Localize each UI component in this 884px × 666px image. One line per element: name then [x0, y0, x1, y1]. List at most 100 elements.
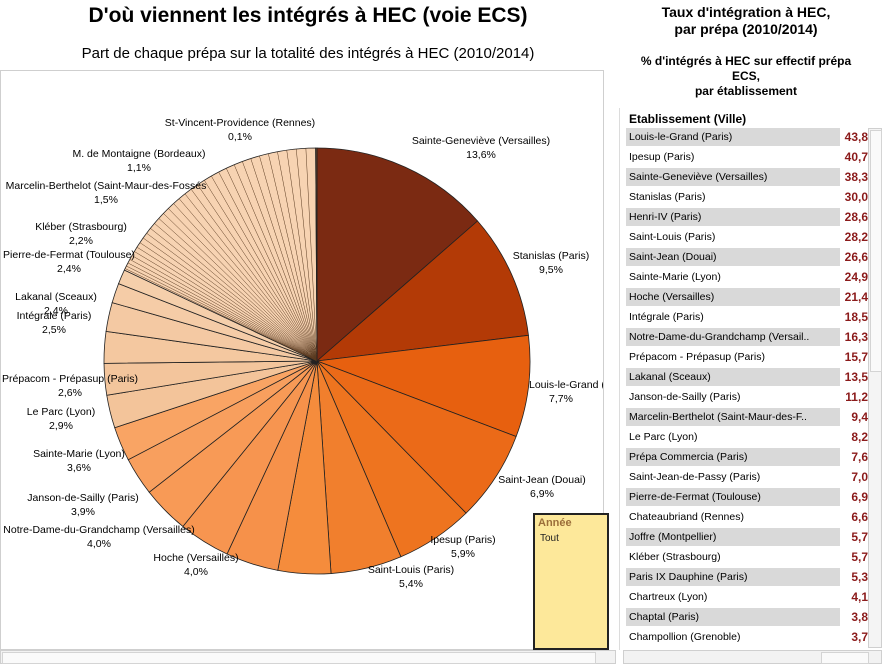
pie-slice-st-vincent-providence-rennes[interactable] [315, 147, 318, 362]
divider [619, 108, 620, 650]
establishment-name: Ipesup (Paris) [629, 151, 695, 163]
table-row[interactable]: Prépa Commercia (Paris) 7,6 [626, 448, 868, 468]
pie-slice-autres[interactable] [123, 147, 318, 362]
pie-slice-divider [127, 262, 318, 362]
table-row[interactable]: Saint-Jean-de-Passy (Paris) 7,0 [626, 468, 868, 488]
table-row[interactable]: Saint-Louis (Paris) 28,2 [626, 228, 868, 248]
pie-slice-divider [305, 148, 318, 362]
pie-slice-divider [142, 237, 318, 362]
integration-rate: 8,2 [851, 430, 868, 444]
table-row[interactable]: Sainte-Marie (Lyon) 24,9 [626, 268, 868, 288]
pie-slice-divider [125, 268, 318, 362]
page-title: D'où viennent les intégrés à HEC (voie E… [88, 4, 528, 27]
pie-label-percent: 13,6% [466, 149, 496, 161]
table-row[interactable]: Henri-IV (Paris) 28,6 [626, 208, 868, 228]
scrollbar-thumb[interactable] [821, 652, 869, 664]
table-row[interactable]: Pierre-de-Fermat (Toulouse) 6,9 [626, 488, 868, 508]
table-row[interactable]: Stanislas (Paris) 30,0 [626, 188, 868, 208]
scrollbar-thumb[interactable] [2, 652, 596, 664]
pie-label-stanislas-paris: Stanislas (Paris) 9,5% [513, 250, 589, 276]
chart-horizontal-scrollbar[interactable] [0, 650, 616, 664]
integration-rate: 43,8 [844, 130, 868, 144]
pie-label-percent: 5,4% [399, 578, 423, 590]
pie-slice-louis-le-grand-paris[interactable] [316, 334, 531, 438]
pie-label-name: Stanislas (Paris) [513, 250, 589, 262]
integration-rate: 15,7 [844, 350, 868, 364]
table-row[interactable]: Joffre (Montpellier) 5,7 [626, 528, 868, 548]
integration-rate: 9,4 [851, 410, 868, 424]
pie-label-percent: 6,9% [530, 488, 554, 500]
establishment-name: Saint-Jean (Douai) [626, 248, 840, 266]
table-row[interactable]: Marcelin-Berthelot (Saint-Maur-des-F.. 9,… [626, 408, 868, 428]
establishment-name: Stanislas (Paris) [629, 191, 706, 203]
table-row[interactable]: Chaptal (Paris) 3,8 [626, 608, 868, 628]
pie-slice-divider [136, 246, 318, 362]
table-row[interactable]: Prépacom - Prépasup (Paris) 15,7 [626, 348, 868, 368]
year-filter-card[interactable]: Année Tout [533, 513, 609, 650]
rate-panel-subtitle: % d'intégrés à HEC sur effectif prépa EC… [616, 54, 876, 99]
pie-label-notre-dame-du-grandchamp-versailles: Notre-Dame-du-Grandchamp (Versailles) 4,0… [3, 524, 194, 550]
integration-rate: 21,4 [844, 290, 868, 304]
pie-slice-divider [131, 255, 318, 362]
pie-label-percent: 2,4% [57, 263, 81, 275]
pie-label-hoche-versailles: Hoche (Versailles) 4,0% [153, 552, 238, 578]
pie-slice-sainte-genevieve-versailles[interactable] [316, 147, 479, 362]
table-row[interactable]: Janson-de-Sailly (Paris) 11,2 [626, 388, 868, 408]
scrollbar-thumb[interactable] [870, 130, 882, 372]
table-row[interactable]: Saint-Jean (Douai) 26,6 [626, 248, 868, 268]
pie-label-pierre-de-fermat-toulouse: Pierre-de-Fermat (Toulouse) 2,4% [3, 249, 135, 275]
pie-label-percent: 2,6% [58, 387, 82, 399]
pie-label-st-vincent-providence-rennes: St-Vincent-Providence (Rennes) 0,1% [165, 117, 315, 143]
integration-rate: 3,7 [851, 630, 868, 644]
table-row[interactable]: Chateaubriand (Rennes) 6,6 [626, 508, 868, 528]
pie-label-percent: 3,9% [71, 506, 95, 518]
pie-label-name: Le Parc (Lyon) [27, 406, 95, 418]
table-row[interactable]: Notre-Dame-du-Grandchamp (Versail.. 16,3 [626, 328, 868, 348]
table-row[interactable]: Lakanal (Sceaux) 13,5 [626, 368, 868, 388]
table-row[interactable]: Kléber (Strasbourg) 5,7 [626, 548, 868, 568]
table-row[interactable]: Le Parc (Lyon) 8,2 [626, 428, 868, 448]
pie-label-percent: 1,5% [94, 194, 118, 206]
establishment-name: Intégrale (Paris) [629, 311, 704, 323]
integration-rate: 6,9 [851, 490, 868, 504]
pie-label-ipesup-paris: Ipesup (Paris) 5,9% [430, 534, 495, 560]
establishment-name: Pierre-de-Fermat (Toulouse) [626, 488, 840, 506]
pie-label-percent: 2,5% [42, 324, 66, 336]
establishment-name: Sainte-Marie (Lyon) [629, 271, 721, 283]
establishment-name: Saint-Louis (Paris) [629, 231, 716, 243]
establishment-name: Prépa Commercia (Paris) [626, 448, 840, 466]
pie-label-name: St-Vincent-Providence (Rennes) [165, 117, 315, 129]
year-filter-value[interactable]: Tout [540, 533, 559, 544]
table-row[interactable]: Louis-le-Grand (Paris) 43,8 [626, 128, 868, 148]
establishment-name: Joffre (Montpellier) [626, 528, 840, 546]
establishment-name: Marcelin-Berthelot (Saint-Maur-des-F.. [626, 408, 840, 426]
table-row[interactable]: Ipesup (Paris) 40,7 [626, 148, 868, 168]
pie-label-marcelin-berthelot-saint-maur-des-fosses: Marcelin-Berthelot (Saint-Maur-des-Fossé… [6, 180, 207, 206]
table-horizontal-scrollbar[interactable] [623, 650, 882, 664]
rate-title-line1: Taux d'intégration à HEC, [661, 4, 831, 20]
table-row[interactable]: Champollion (Grenoble) 3,7 [626, 628, 868, 648]
establishment-name: Sainte-Geneviève (Versailles) [626, 168, 840, 186]
pie-label-name: Notre-Dame-du-Grandchamp (Versailles) [3, 524, 194, 536]
pie-slice-stanislas-paris[interactable] [315, 220, 529, 362]
pie-label-janson-de-sailly-paris: Janson-de-Sailly (Paris) 3,9% [27, 492, 138, 518]
pie-label-name: Intégrale (Paris) [17, 310, 92, 322]
column-header-establishment[interactable]: Etablissement (Ville) [629, 112, 747, 126]
table-row[interactable]: Chartreux (Lyon) 4,1 [626, 588, 868, 608]
pie-label-name: Kléber (Strasbourg) [35, 221, 127, 233]
pie-label-percent: 9,5% [539, 264, 563, 276]
establishment-name: Kléber (Strasbourg) [629, 551, 721, 563]
table-row[interactable]: Sainte-Geneviève (Versailles) 38,3 [626, 168, 868, 188]
table-vertical-scrollbar[interactable] [868, 128, 882, 648]
table-row[interactable]: Hoche (Versailles) 21,4 [626, 288, 868, 308]
rate-title-line2: par prépa (2010/2014) [674, 21, 818, 37]
integration-rate: 38,3 [844, 170, 868, 184]
table-row[interactable]: Intégrale (Paris) 18,5 [626, 308, 868, 328]
pie-label-saint-louis-paris: Saint-Louis (Paris) 5,4% [368, 564, 454, 590]
pie-slice-divider [134, 251, 318, 362]
table-row[interactable]: Paris IX Dauphine (Paris) 5,3 [626, 568, 868, 588]
pie-chart: St-Vincent-Providence (Rennes) 0,1% Sainte… [2, 117, 603, 590]
pie-label-percent: 2,9% [49, 420, 73, 432]
pie-slice-divider [277, 151, 318, 362]
pie-label-percent: 4,0% [184, 566, 208, 578]
